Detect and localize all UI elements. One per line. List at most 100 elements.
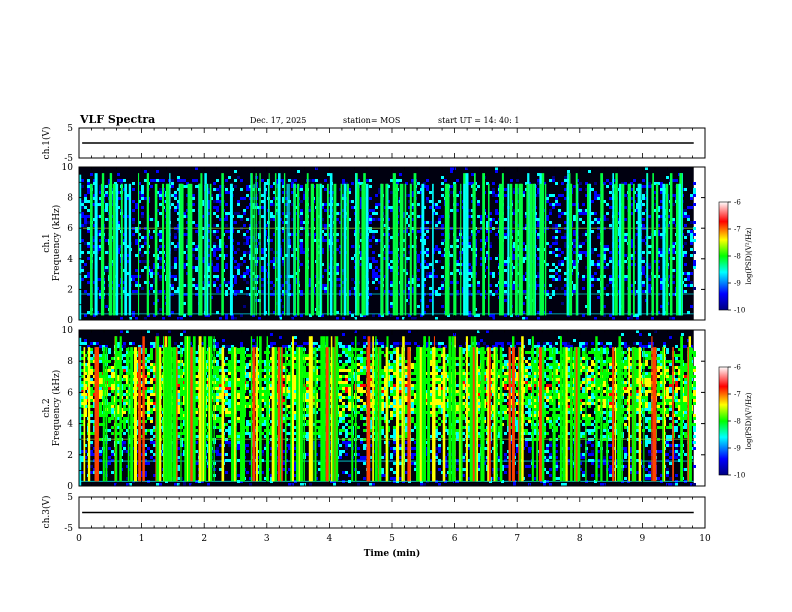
psd-cell (225, 191, 228, 194)
psd-cell (558, 248, 561, 251)
sferic-impulse (567, 173, 569, 316)
psd-cell (192, 194, 195, 197)
sferic-impulse (421, 183, 425, 316)
psd-cell (246, 450, 249, 453)
psd-cell (219, 393, 222, 396)
psd-cell (171, 242, 174, 245)
psd-cell (237, 417, 240, 420)
psd-cell (150, 420, 153, 423)
psd-cell (543, 209, 546, 212)
psd-cell (345, 236, 348, 239)
psd-cell (228, 345, 231, 348)
psd-cell (153, 408, 156, 411)
psd-cell (396, 179, 399, 182)
psd-cell (261, 369, 264, 372)
psd-cell (537, 191, 540, 194)
psd-cell (264, 393, 267, 396)
psd-cell (126, 369, 129, 372)
psd-cell (336, 278, 339, 281)
psd-cell (408, 314, 411, 317)
psd-cell (153, 405, 156, 408)
psd-cell (543, 248, 546, 251)
psd-cell (216, 447, 219, 450)
psd-cell (117, 417, 120, 420)
psd-cell (195, 269, 198, 272)
psd-cell (609, 182, 612, 185)
psd-cell (450, 191, 453, 194)
psd-cell (111, 188, 114, 191)
psd-cell (636, 188, 639, 191)
psd-cell (147, 408, 150, 411)
psd-cell (573, 266, 576, 269)
psd-cell (246, 429, 249, 432)
psd-cell (138, 248, 141, 251)
psd-cell (300, 224, 303, 227)
psd-cell (264, 447, 267, 450)
psd-cell (489, 284, 492, 287)
psd-cell (273, 203, 276, 206)
psd-cell (690, 305, 693, 308)
psd-cell (438, 260, 441, 263)
psd-cell (219, 185, 222, 188)
psd-cell (96, 342, 99, 345)
psd-cell (324, 269, 327, 272)
psd-cell (225, 218, 228, 221)
psd-cell (249, 393, 252, 396)
psd-cell (213, 281, 216, 284)
psd-cell (249, 423, 252, 426)
psd-cell (372, 275, 375, 278)
psd-cell (237, 269, 240, 272)
psd-cell (216, 345, 219, 348)
psd-cell (219, 351, 222, 354)
psd-cell (693, 182, 696, 185)
psd-cell (546, 197, 549, 200)
psd-cell (99, 188, 102, 191)
psd-cell (228, 348, 231, 351)
psd-cell (159, 230, 162, 233)
psd-cell (219, 378, 222, 381)
psd-cell (609, 191, 612, 194)
psd-cell (582, 251, 585, 254)
psd-cell (288, 447, 291, 450)
psd-cell (108, 402, 111, 405)
psd-cell (693, 260, 696, 263)
psd-cell (522, 317, 525, 320)
psd-cell (195, 287, 198, 290)
psd-cell (237, 447, 240, 450)
psd-cell (222, 345, 225, 348)
psd-cell (153, 290, 156, 293)
psd-cell (99, 453, 102, 456)
psd-cell (492, 182, 495, 185)
sferic-impulse (532, 183, 536, 316)
psd-cell (321, 239, 324, 242)
psd-cell (192, 254, 195, 257)
psd-cell (237, 242, 240, 245)
sferic-impulse (198, 183, 201, 316)
psd-cell (486, 266, 489, 269)
psd-cell (237, 230, 240, 233)
sferic-impulse (346, 183, 349, 316)
ytick-label: 10 (62, 163, 74, 173)
psd-cell (132, 209, 135, 212)
psd-cell (342, 317, 345, 320)
psd-cell (375, 275, 378, 278)
psd-cell (324, 284, 327, 287)
psd-cell (228, 393, 231, 396)
psd-cell (81, 251, 84, 254)
sferic-impulse (296, 183, 300, 316)
psd-cell (132, 420, 135, 423)
psd-cell (147, 387, 150, 390)
psd-cell (282, 197, 285, 200)
psd-cell (93, 281, 96, 284)
psd-cell (693, 221, 696, 224)
psd-cell (372, 260, 375, 263)
psd-cell (246, 194, 249, 197)
psd-cell (378, 203, 381, 206)
psd-cell (609, 275, 612, 278)
psd-cell (282, 293, 285, 296)
psd-cell (219, 420, 222, 423)
psd-cell (549, 212, 552, 215)
psd-cell (174, 194, 177, 197)
sferic-impulse (187, 183, 191, 316)
psd-cell (456, 263, 459, 266)
